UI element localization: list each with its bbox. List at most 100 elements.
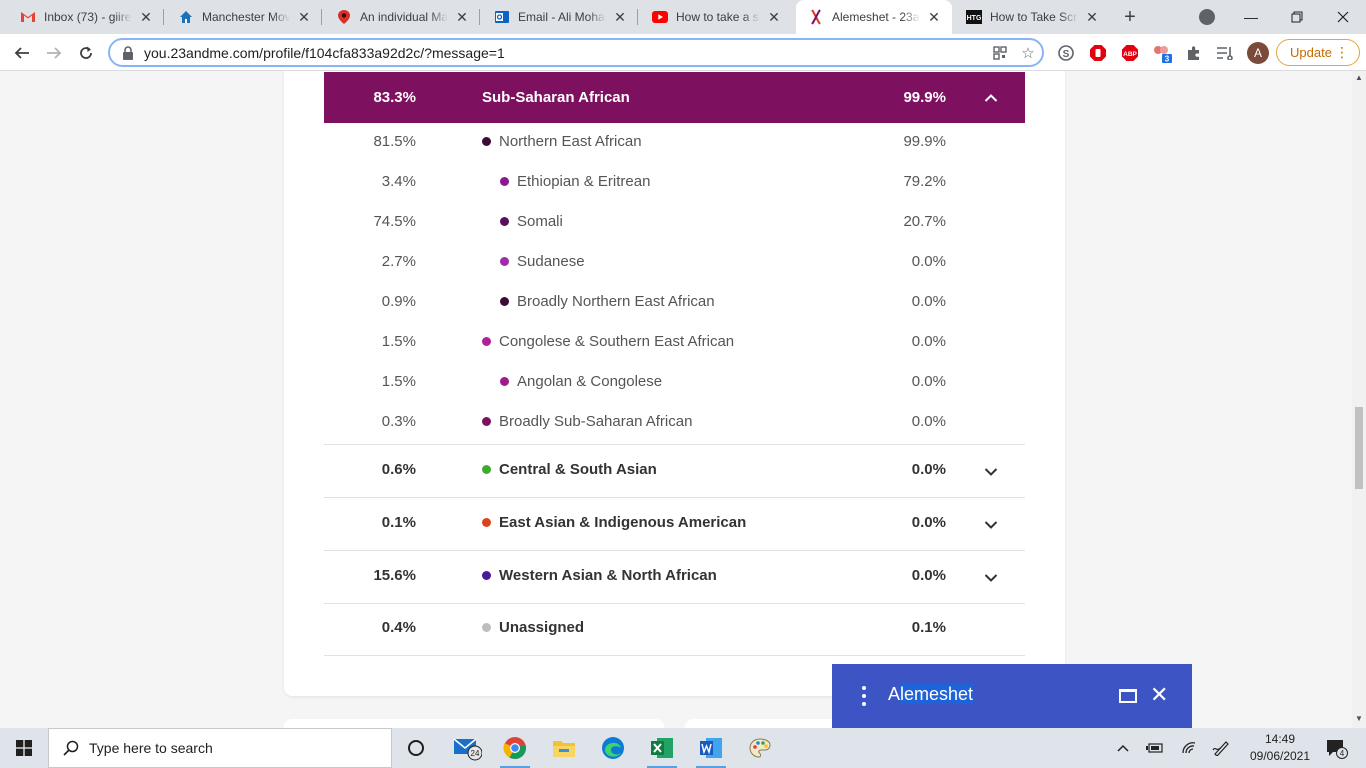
edge-icon[interactable] [598,734,628,762]
address-bar[interactable]: you.23andme.com/profile/f104cfa833a92d2c… [108,38,1044,67]
update-button[interactable]: Update ⋮ [1276,39,1360,66]
puzzle-extensions-icon[interactable] [1183,42,1205,64]
tab-email[interactable]: Email - Ali Mohan ✕ [482,0,638,34]
battery-icon[interactable] [1144,728,1166,768]
tab-individual[interactable]: An individual Ma ✕ [324,0,480,34]
chrome-icon[interactable] [500,734,530,762]
tab-htg[interactable]: HTG How to Take Scre ✕ [954,0,1110,34]
mail-app-icon[interactable]: 24 [452,734,482,762]
close-icon[interactable]: ✕ [1150,682,1169,707]
system-clock[interactable]: 14:49 09/06/2021 [1240,731,1320,765]
chat-menu-icon[interactable] [861,686,867,706]
task-view-icon[interactable] [401,734,431,762]
subregion-confidence: 0.0% [911,293,946,310]
subregion-percent: 1.5% [381,373,416,390]
color-dot-icon [482,465,491,474]
chevron-down-icon[interactable] [984,465,998,479]
excel-icon[interactable] [647,734,677,762]
region-row-east-asian-indigenous-american[interactable]: 0.1% East Asian & Indigenous American 0.… [324,497,1025,550]
tab-search-icon[interactable] [1199,9,1215,25]
subregion-row[interactable]: 0.3% Broadly Sub-Saharan African 0.0% [324,403,1025,443]
lock-icon[interactable] [122,45,134,60]
windows-start-button[interactable] [0,728,48,768]
close-icon[interactable]: ✕ [456,8,468,25]
subregion-row[interactable]: 81.5% Northern East African 99.9% [324,123,1025,163]
chat-contact-name[interactable]: Alemeshet [888,684,974,704]
reload-button[interactable] [72,39,100,67]
color-dot-icon [482,518,491,527]
svg-text:ABP: ABP [1123,51,1137,58]
taskbar-search-box[interactable]: Type here to search [48,728,392,768]
close-icon[interactable]: ✕ [1086,8,1098,25]
region-row-unassigned: 0.4% Unassigned 0.1% [324,603,1025,656]
active-indicator [647,766,677,768]
profile-avatar[interactable]: A [1247,42,1269,64]
extension-badge-icon[interactable]: 3 [1151,42,1173,64]
subregion-percent: 3.4% [381,173,416,190]
tab-youtube[interactable]: How to take a scr ✕ [640,0,792,34]
wifi-icon[interactable] [1178,728,1200,768]
file-explorer-icon[interactable] [549,734,579,762]
subregion-row[interactable]: 1.5% Angolan & Congolese 0.0% [324,363,1025,403]
color-dot-icon [500,257,509,266]
chat-popup[interactable]: Alemeshet ✕ [832,664,1192,728]
region-confidence: 99.9% [903,89,946,106]
reading-list-icon[interactable] [1214,42,1236,64]
chevron-down-icon[interactable] [984,518,998,532]
color-dot-icon [482,137,491,146]
subregion-row[interactable]: 2.7% Sudanese 0.0% [324,243,1025,283]
chevron-down-icon[interactable] [984,571,998,585]
minimize-button[interactable]: — [1244,9,1258,25]
subregion-name: Ethiopian & Eritrean [500,173,650,190]
windows-taskbar: Type here to search 24 14:49 09/06/2021 [0,728,1366,768]
bookmark-star-icon[interactable]: ☆ [1021,44,1035,62]
search-placeholder: Type here to search [89,740,213,756]
notifications-icon[interactable]: 4 [1322,728,1352,768]
restore-button[interactable] [1274,0,1320,34]
region-name: Western Asian & North African [482,567,717,584]
search-icon [63,740,79,756]
new-tab-button[interactable]: + [1124,5,1136,28]
close-window-button[interactable] [1320,0,1366,34]
close-icon[interactable]: ✕ [298,8,310,25]
chevron-up-icon[interactable] [984,91,998,105]
adblock-icon[interactable]: ABP [1119,42,1141,64]
home-icon [178,9,194,25]
tab-gmail[interactable]: Inbox (73) - giire2 ✕ [8,0,164,34]
region-name: Sub-Saharan African [482,89,630,106]
page-scrollbar[interactable]: ▲ ▼ [1352,71,1366,728]
subregion-row[interactable]: 1.5% Congolese & Southern East African 0… [324,323,1025,363]
back-button[interactable] [8,39,36,67]
region-header-sub-saharan-african[interactable]: 83.3% Sub-Saharan African 99.9% [324,72,1025,124]
close-icon[interactable]: ✕ [614,8,626,25]
region-confidence: 0.0% [911,461,946,478]
tab-manchester-move[interactable]: Manchester Move ✕ [166,0,322,34]
stop-extension-icon[interactable] [1087,42,1109,64]
region-row-central-south-asian[interactable]: 0.6% Central & South Asian 0.0% [324,444,1025,497]
subregion-row[interactable]: 3.4% Ethiopian & Eritrean 79.2% [324,163,1025,203]
skype-extension-icon[interactable]: S [1055,42,1077,64]
browser-toolbar: you.23andme.com/profile/f104cfa833a92d2c… [0,34,1366,71]
tab-alemeshet[interactable]: Alemeshet - 23an ✕ [796,0,952,34]
close-icon[interactable]: ✕ [928,8,940,25]
subregion-name: Somali [500,213,563,230]
word-icon[interactable] [696,734,726,762]
more-menu-icon[interactable]: ⋮ [1335,44,1349,60]
subregion-row[interactable]: 0.9% Broadly Northern East African 0.0% [324,283,1025,323]
subregion-confidence: 20.7% [903,213,946,230]
close-icon[interactable]: ✕ [768,8,780,25]
subregion-row[interactable]: 74.5% Somali 20.7% [324,203,1025,243]
tab-title: How to take a scr [676,10,760,24]
pen-workspace-icon[interactable] [1210,728,1232,768]
forward-button[interactable] [40,39,68,67]
scroll-down-arrow-icon[interactable]: ▼ [1355,714,1363,723]
scroll-up-arrow-icon[interactable]: ▲ [1355,73,1363,82]
paint-icon[interactable] [745,734,775,762]
show-hidden-icons-chevron-icon[interactable] [1112,728,1134,768]
update-label: Update [1290,45,1332,60]
maximize-icon[interactable] [1119,689,1137,703]
qr-code-icon[interactable] [986,41,1014,65]
region-row-western-asian-north-african[interactable]: 15.6% Western Asian & North African 0.0% [324,550,1025,603]
close-icon[interactable]: ✕ [140,8,152,25]
scrollbar-thumb[interactable] [1355,407,1363,489]
